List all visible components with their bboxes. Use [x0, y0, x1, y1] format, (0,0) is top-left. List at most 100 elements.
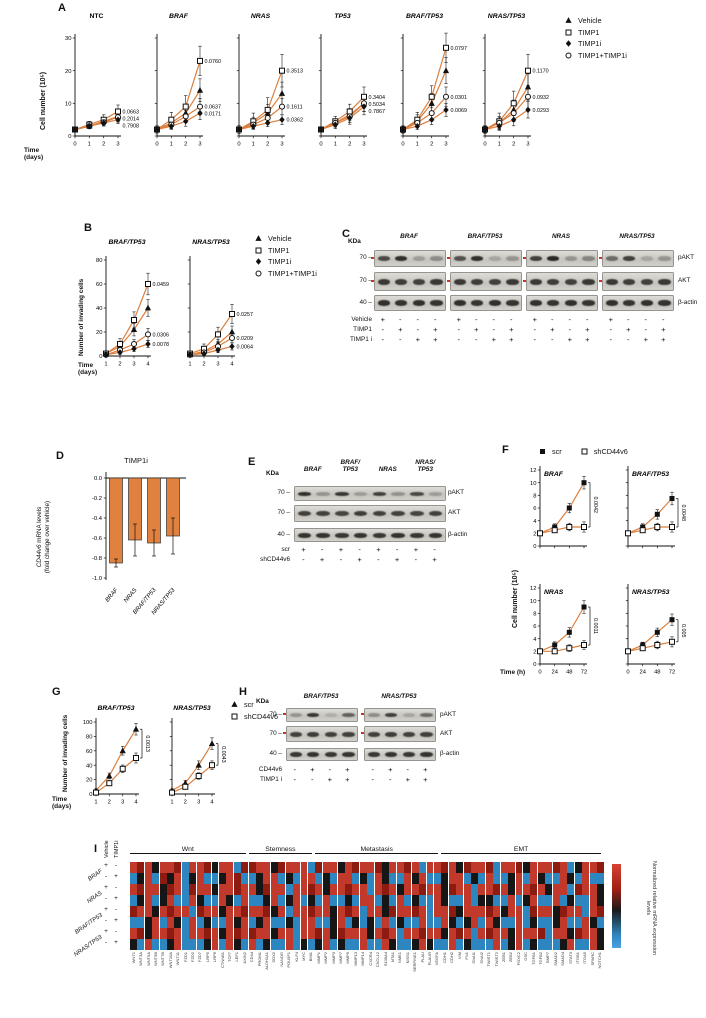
heatmap-cell — [382, 873, 389, 884]
marker-diamond-filled — [229, 343, 235, 350]
marker-square-open — [428, 93, 435, 100]
chart-title: BRAF — [169, 13, 189, 20]
protein-band — [324, 731, 338, 737]
series-line — [105, 343, 149, 356]
series-line — [74, 110, 119, 131]
y-tick-label: -0.2 — [92, 496, 102, 502]
marker-square-open — [669, 524, 675, 530]
kda-label: 40 – — [269, 750, 282, 757]
x-tick-label: 3 — [444, 142, 447, 148]
gene-label-column: WNT5B — [152, 952, 159, 1004]
heatmap-cell — [322, 895, 330, 906]
gene-label-column: KISS1 — [404, 952, 411, 1004]
x-tick-label: 3 — [362, 142, 365, 148]
heatmap-cell — [307, 895, 315, 906]
heatmap-cell — [404, 862, 412, 873]
y-tick-label: 0 — [533, 544, 536, 550]
treatment-sign: + — [345, 775, 350, 784]
heatmap-cell — [537, 906, 545, 917]
heatmap-cell — [241, 917, 249, 928]
heatmap-cell — [500, 906, 508, 917]
p-value: 0.0078 — [153, 342, 170, 348]
protein-band — [289, 731, 303, 737]
heatmap-cell — [285, 928, 293, 939]
heatmap-cell — [233, 862, 241, 873]
heatmap-category-Stemness: Stemness — [248, 846, 313, 854]
x-tick-label: 2 — [512, 142, 515, 148]
treatment-sign: - — [609, 325, 613, 334]
x-tick-label: 4 — [210, 800, 214, 806]
heatmap-cell — [419, 928, 427, 939]
protein-band — [410, 510, 424, 517]
heatmap-cell — [500, 928, 508, 939]
marker-diamond-filled — [115, 116, 121, 123]
heatmap-cell — [545, 862, 553, 873]
gene-label-column: WNT10A — [167, 952, 174, 1004]
marker-diamond-filled — [201, 350, 207, 357]
heatmap-cell — [167, 928, 174, 939]
gene-label: POU5F1 — [286, 952, 292, 968]
heatmap-cell — [181, 895, 189, 906]
heatmap-cell — [582, 884, 590, 895]
heatmap-cell — [167, 873, 174, 884]
treatment-sign: - — [627, 335, 630, 344]
blot-strip — [364, 726, 436, 742]
protein-band — [394, 278, 408, 285]
band-label: AKT — [440, 729, 453, 737]
treatment-sign: + — [423, 775, 428, 784]
treatment-sign: + — [661, 325, 666, 334]
heatmap-cell — [256, 884, 263, 895]
heatmap-cell — [159, 928, 167, 939]
heatmap-cell — [574, 884, 582, 895]
heatmap-cell — [226, 873, 234, 884]
error-bar — [114, 558, 118, 568]
heatmap-cell — [582, 895, 590, 906]
protein-band — [335, 510, 349, 517]
p-value: 0.7867 — [369, 109, 386, 115]
gene-label: MMP2 — [323, 952, 329, 964]
heatmap-cell — [345, 895, 352, 906]
p-value: 0.0637 — [205, 105, 222, 111]
heatmap-cell — [441, 917, 449, 928]
heatmap-cell — [426, 906, 434, 917]
x-tick-label: 1 — [416, 142, 419, 148]
gene-label-column: CDH2 — [448, 952, 455, 1004]
mw-marker-tick — [360, 713, 364, 716]
panelF-x-axis-label: Time (h) — [500, 669, 526, 676]
heatmap-cell — [478, 939, 486, 950]
gene-label: TGFB2 — [538, 952, 544, 965]
heatmap-cell — [560, 884, 567, 895]
heatmap-cell — [330, 884, 338, 895]
heatmap-cell — [293, 873, 301, 884]
chart-BRAF/TP53: BRAF/TP53 0 20 40 60 80 100 1 2 3 4 0.0013 — [76, 698, 152, 816]
p-value: 0.0043 — [220, 746, 226, 763]
marker-diamond-filled — [187, 351, 193, 358]
marker-diamond-filled — [117, 349, 123, 356]
treatment-sign: + — [310, 765, 315, 774]
heatmap-cell — [374, 895, 382, 906]
heatmap-cell — [263, 939, 271, 950]
heatmap-cell — [396, 928, 404, 939]
heatmap-cell — [597, 862, 604, 873]
x-tick-label: 2 — [108, 800, 111, 806]
heatmap-cell — [196, 917, 204, 928]
y-tick-label: 60 — [86, 749, 92, 755]
heatmap-cell — [218, 939, 226, 950]
legend-item-scr: scr — [536, 447, 562, 456]
heatmap-row-group-NRAS/TP53: NRAS/TP53 — [73, 934, 104, 959]
gene-label: FN1 — [463, 952, 469, 960]
heatmap-cell — [560, 928, 567, 939]
treatment-sign: - — [381, 335, 385, 344]
heatmap-cell — [530, 862, 538, 873]
heatmap-cell — [456, 928, 464, 939]
heatmap-cell — [597, 873, 604, 884]
marker-square-open — [133, 755, 139, 761]
gene-label: PLAUR — [426, 952, 432, 966]
treatment-sign: + — [456, 315, 461, 324]
marker-circle-open — [525, 93, 531, 100]
gene-label-column: BMP7 — [545, 952, 552, 1004]
legend-item-TIMP1: TIMP1 — [252, 246, 317, 255]
protein-band — [372, 491, 387, 496]
heatmap-cell — [522, 884, 530, 895]
